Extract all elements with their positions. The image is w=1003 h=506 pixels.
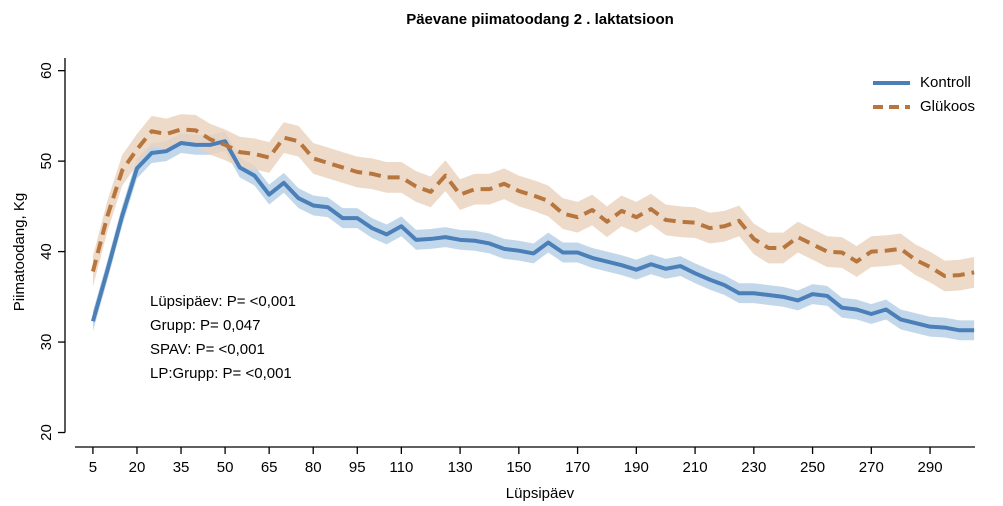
x-tick-label: 80 [305, 459, 322, 476]
annotation: Grupp: P= 0,047 [150, 317, 261, 334]
x-tick-label: 150 [506, 459, 531, 476]
series-line [90, 139, 975, 333]
x-tick-label: 65 [261, 459, 278, 476]
x-tick-label: 110 [389, 459, 413, 476]
confidence-band [92, 131, 975, 341]
y-tick-label: 40 [38, 243, 55, 260]
x-tick-label: 290 [918, 459, 943, 476]
y-axis-label: Piimatoodang, Kg [11, 193, 28, 311]
legend-label: Glükoos [920, 98, 975, 115]
x-tick-label: 230 [741, 459, 766, 476]
x-tick-label: 20 [129, 459, 146, 476]
x-tick-label: 5 [89, 459, 97, 476]
y-tick-label: 60 [38, 62, 55, 79]
y-tick-label: 50 [38, 153, 55, 170]
x-tick-label: 190 [624, 459, 649, 476]
series-line [90, 127, 975, 279]
x-tick-label: 210 [683, 459, 708, 476]
legend-label: Kontroll [920, 74, 971, 91]
x-tick-label: 95 [349, 459, 366, 476]
y-tick-label: 30 [38, 334, 55, 351]
x-tick-label: 250 [800, 459, 825, 476]
chart-title: Päevane piimatoodang 2 . laktatsioon [406, 11, 674, 28]
confidence-band [92, 114, 975, 292]
x-axis-label: Lüpsipäev [506, 485, 575, 502]
x-tick-label: 270 [859, 459, 884, 476]
annotation: Lüpsipäev: P= <0,001 [150, 293, 296, 310]
x-tick-label: 130 [448, 459, 473, 476]
annotation: SPAV: P= <0,001 [150, 341, 265, 358]
annotation: LP:Grupp: P= <0,001 [150, 365, 292, 382]
x-tick-label: 170 [565, 459, 590, 476]
x-tick-label: 35 [173, 459, 190, 476]
y-tick-label: 20 [38, 424, 55, 441]
x-tick-label: 50 [217, 459, 234, 476]
